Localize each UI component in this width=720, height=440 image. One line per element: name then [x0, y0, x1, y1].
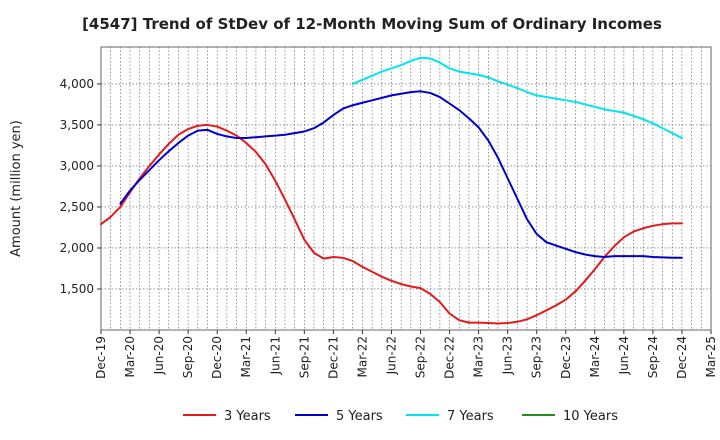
x-tick-label: Mar-25 — [704, 336, 718, 377]
x-tick-label: Dec-24 — [675, 336, 689, 379]
legend: 3 Years 5 Years 7 Years 10 Years — [183, 409, 618, 424]
chart-title: [4547] Trend of StDev of 12-Month Moving… — [82, 15, 662, 33]
series-line-7-years — [351, 56, 683, 140]
x-tick-label: Jun-20 — [152, 336, 166, 375]
x-tick-label: Dec-20 — [210, 336, 224, 379]
x-axis: Dec-19 Mar-20 Jun-20 Sep-20 Dec-20 Mar-21 Jun-… — [94, 330, 718, 379]
legend-label: 3 Years — [224, 409, 271, 424]
x-tick-label: Sep-22 — [414, 336, 428, 378]
y-tick-label: 3,500 — [60, 118, 94, 132]
y-axis: 1,500 2,000 2,500 3,000 3,500 4,000 — [60, 77, 101, 296]
x-tick-label: Dec-19 — [94, 336, 108, 379]
x-tick-label: Sep-20 — [181, 336, 195, 378]
x-tick-label: Dec-21 — [326, 336, 340, 379]
legend-label: 7 Years — [447, 409, 494, 424]
y-tick-label: 1,500 — [60, 282, 94, 296]
y-tick-label: 2,000 — [60, 241, 94, 255]
x-tick-label: Jun-22 — [384, 336, 398, 375]
x-tick-label: Sep-23 — [530, 336, 544, 378]
y-tick-label: 3,000 — [60, 159, 94, 173]
x-tick-label: Mar-22 — [355, 336, 369, 377]
x-tick-label: Sep-24 — [646, 336, 660, 378]
legend-label: 5 Years — [336, 409, 383, 424]
x-tick-label: Jun-24 — [617, 336, 631, 375]
x-tick-label: Dec-22 — [443, 336, 457, 379]
x-tick-label: Mar-20 — [123, 336, 137, 377]
x-tick-label: Mar-21 — [239, 336, 253, 377]
x-tick-label: Mar-24 — [588, 336, 602, 377]
plot-area — [100, 46, 712, 331]
y-tick-label: 2,500 — [60, 200, 94, 214]
legend-label: 10 Years — [563, 409, 618, 424]
x-tick-label: Jun-23 — [501, 336, 515, 375]
x-tick-label: Mar-23 — [472, 336, 486, 377]
series-line-5-years — [119, 90, 683, 259]
grid-lines — [101, 47, 711, 330]
series-lines — [100, 56, 683, 325]
x-tick-label: Sep-21 — [297, 336, 311, 378]
y-tick-label: 4,000 — [60, 77, 94, 91]
y-axis-label: Amount (million yen) — [9, 120, 24, 257]
series-line-3-years — [100, 123, 683, 325]
x-tick-label: Dec-23 — [559, 336, 573, 379]
x-tick-label: Jun-21 — [268, 336, 282, 375]
